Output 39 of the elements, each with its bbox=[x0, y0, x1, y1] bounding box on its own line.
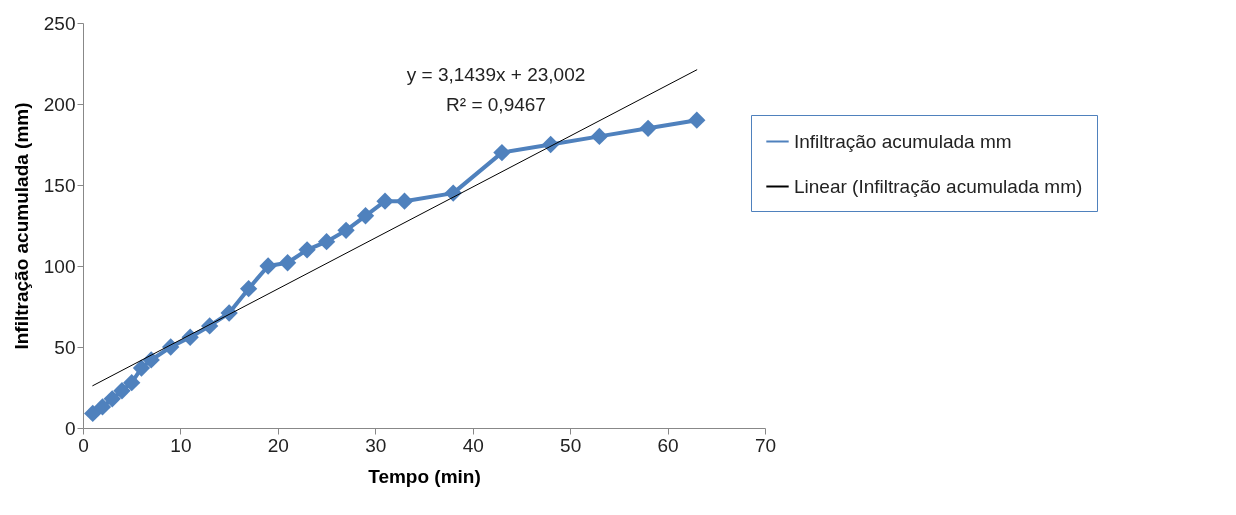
point bbox=[278, 254, 297, 272]
y-tick-label: 50 bbox=[54, 336, 76, 358]
y-axis-title: Infiltração acumulada (mm) bbox=[10, 102, 32, 350]
point bbox=[688, 111, 706, 129]
y-tick-label: 150 bbox=[43, 174, 76, 196]
point bbox=[84, 404, 102, 423]
point bbox=[376, 192, 394, 210]
point bbox=[103, 390, 121, 408]
x-tick-label: 70 bbox=[754, 434, 777, 456]
y-tick-label: 0 bbox=[64, 417, 76, 439]
point bbox=[337, 221, 355, 240]
x-axis-title: Tempo (min) bbox=[368, 465, 481, 487]
point bbox=[181, 328, 199, 346]
y-tick-label: 200 bbox=[43, 93, 76, 115]
point bbox=[259, 257, 277, 275]
x-tick-label: 30 bbox=[365, 434, 387, 456]
point bbox=[493, 143, 511, 162]
point bbox=[113, 382, 131, 400]
point bbox=[239, 280, 258, 298]
point bbox=[317, 233, 336, 251]
annotation: R² = 0,9467 bbox=[446, 94, 546, 115]
x-tick-label: 50 bbox=[560, 434, 582, 456]
y-tick-label: 100 bbox=[43, 255, 76, 277]
point bbox=[356, 207, 375, 225]
x-tick-label: 40 bbox=[462, 434, 484, 456]
point bbox=[639, 119, 657, 137]
x-tick-label: 60 bbox=[657, 434, 679, 456]
legend-label: Linear (Infiltração acumulada mm) bbox=[794, 175, 1083, 197]
point bbox=[132, 359, 151, 377]
y-tick-label: 250 bbox=[43, 12, 76, 34]
point bbox=[590, 127, 609, 146]
annotation: y = 3,1439x + 23,002 bbox=[406, 64, 586, 85]
point bbox=[395, 192, 414, 210]
legend-label: Infiltração acumulada mm bbox=[794, 130, 1012, 152]
x-tick-label: 20 bbox=[267, 434, 289, 456]
point bbox=[93, 398, 112, 416]
point bbox=[123, 373, 141, 392]
x-tick-label: 10 bbox=[170, 434, 192, 456]
point bbox=[298, 241, 316, 259]
